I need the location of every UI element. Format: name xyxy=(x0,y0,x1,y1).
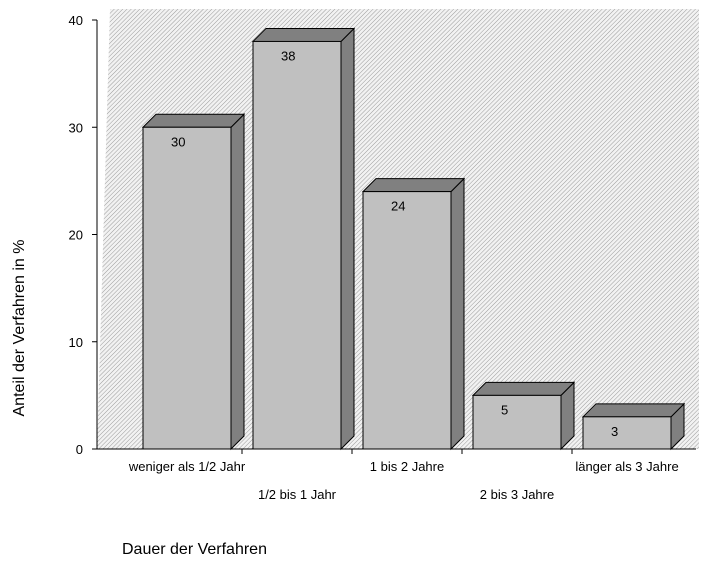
bar xyxy=(471,381,576,451)
bar-top xyxy=(581,403,686,418)
bar xyxy=(361,177,466,451)
category-label: 1/2 bis 1 Jahr xyxy=(258,487,337,502)
bar xyxy=(581,402,686,451)
category-label: 1 bis 2 Jahre xyxy=(370,459,444,474)
y-tick-label: 40 xyxy=(69,13,83,28)
data-label: 30 xyxy=(171,134,185,149)
bar-top xyxy=(361,178,466,193)
y-axis-title: Anteil der Verfahren in % xyxy=(11,240,28,417)
data-label: 24 xyxy=(391,199,405,214)
bar-top xyxy=(251,27,356,42)
data-label: 5 xyxy=(501,402,508,417)
bar-front xyxy=(142,126,232,450)
y-tick-label: 10 xyxy=(69,335,83,350)
bar-side xyxy=(450,177,465,451)
y-tick-label: 30 xyxy=(69,120,83,135)
bar-side xyxy=(230,113,245,451)
category-label: weniger als 1/2 Jahr xyxy=(128,459,246,474)
category-label: länger als 3 Jahre xyxy=(575,459,678,474)
bar-front xyxy=(252,40,342,450)
x-axis-title: Dauer der Verfahren xyxy=(122,541,267,556)
bar-top xyxy=(471,381,576,396)
bar-front xyxy=(582,416,672,450)
data-label: 3 xyxy=(611,424,618,439)
bar xyxy=(141,113,246,451)
y-tick-label: 0 xyxy=(76,442,83,457)
y-tick-label: 20 xyxy=(69,228,83,243)
bar-side xyxy=(340,27,355,451)
bar-front xyxy=(472,394,562,450)
data-label: 38 xyxy=(281,48,295,63)
category-label: 2 bis 3 Jahre xyxy=(480,487,554,502)
bar xyxy=(251,27,356,451)
bar-front xyxy=(362,191,452,450)
bar-top xyxy=(141,113,246,128)
